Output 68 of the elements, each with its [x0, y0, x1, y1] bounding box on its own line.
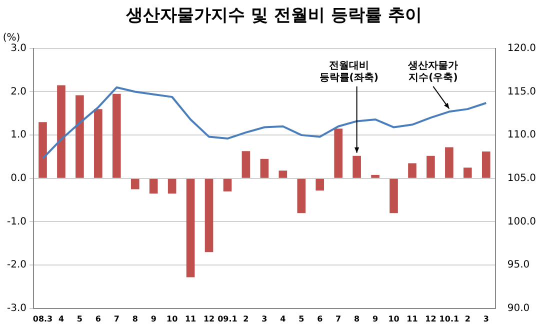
y-tick-label: -3.0 [6, 302, 27, 314]
bar [371, 174, 380, 178]
x-tick-label: 7 [114, 314, 120, 324]
x-tick-label: 2 [243, 314, 249, 324]
bar [352, 156, 361, 178]
x-tick-label: 9 [150, 314, 157, 324]
x-tick-label: 11 [184, 314, 197, 324]
x-tick-label: 4 [280, 314, 286, 324]
y-tick-label: -2.0 [6, 260, 27, 271]
bar [408, 163, 416, 178]
y2-tick-label: 95.0 [507, 260, 530, 271]
bar [38, 122, 47, 178]
y2-tick-label: 105.0 [507, 172, 536, 184]
bar [76, 95, 84, 178]
bar [57, 85, 66, 178]
x-tick-label: 09.1 [218, 314, 238, 324]
bar [260, 158, 269, 178]
x-tick-label: 8 [132, 314, 138, 324]
x-tick-label: 2 [464, 314, 470, 324]
x-tick-label: 6 [317, 314, 324, 324]
y-tick-label: 0.0 [10, 172, 27, 184]
y2-tick-label: 90.0 [507, 302, 530, 314]
y2-tick-label: 120.0 [507, 42, 536, 54]
x-tick-label: 4 [58, 314, 64, 324]
y-axis-title: (%) [2, 32, 20, 44]
x-tick-label: 8 [354, 314, 360, 324]
bar [94, 109, 102, 178]
y2-tick-label: 100.0 [507, 216, 536, 228]
bar [426, 156, 435, 178]
bar [204, 178, 214, 252]
text: 전월대비 등락률(좌축) [319, 60, 378, 84]
bar [149, 178, 158, 194]
x-tick-label: 5 [298, 314, 305, 324]
bar [297, 178, 306, 214]
bar [445, 147, 454, 178]
x-tick-label: 11 [406, 314, 418, 324]
x-tick-label: 10 [388, 314, 400, 324]
x-tick-label: 10 [166, 314, 178, 324]
bar [186, 178, 195, 278]
x-tick-label: 08.3 [32, 314, 53, 324]
bar [390, 178, 398, 214]
chart-title: 생산자물가지수 및 전월비 등락률 추이 [125, 6, 422, 26]
bar [482, 152, 490, 178]
x-tick-label: 5 [76, 314, 83, 324]
y-tick-label: 3.0 [10, 42, 27, 54]
bar [223, 178, 232, 192]
y2-tick-label: 110.0 [507, 130, 536, 141]
x-tick-label: 10.1 [439, 314, 460, 324]
x-tick-label: 12 [203, 314, 215, 324]
bar [112, 94, 121, 178]
bar [130, 178, 140, 190]
x-tick-label: 12 [425, 314, 436, 324]
bar [168, 178, 176, 194]
bar [278, 170, 288, 178]
x-tick-label: 6 [95, 314, 102, 324]
bar [464, 168, 472, 178]
y2-tick-label: 115.0 [507, 86, 536, 98]
x-tick-label: 9 [372, 314, 378, 324]
x-tick-label: 3 [483, 314, 489, 324]
y-tick-label: 1.0 [10, 130, 27, 141]
bar [334, 128, 342, 178]
x-tick-label: 3 [262, 314, 268, 324]
y-tick-label: 2.0 [10, 86, 27, 98]
bar [316, 178, 324, 191]
x-tick-label: 7 [336, 314, 342, 324]
text: 생산자물가 지수(우축) [407, 60, 458, 84]
bar [242, 151, 250, 178]
y-tick-label: -1.0 [6, 216, 27, 228]
